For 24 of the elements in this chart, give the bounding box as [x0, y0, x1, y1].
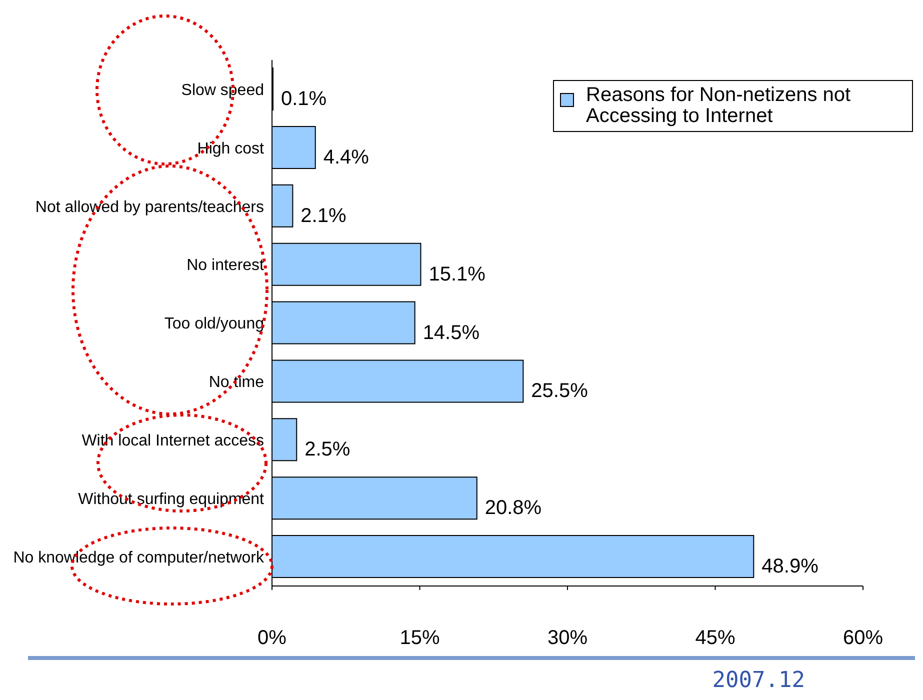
- x-tick-label: 30%: [547, 627, 588, 650]
- legend: Reasons for Non-netizens not Accessing to Internet: [553, 80, 913, 132]
- x-tick-label: 15%: [400, 627, 440, 650]
- data-label: 2.5%: [304, 438, 350, 461]
- data-label: 15.1%: [428, 263, 486, 286]
- data-label: 20.8%: [484, 497, 542, 520]
- y-tick-label: No knowledge of computer/network: [13, 549, 265, 566]
- data-label: 25.5%: [531, 380, 588, 402]
- text: 2007.12: [712, 668, 805, 693]
- y-tick-label: Not allowed by parents/teachers: [35, 198, 264, 216]
- data-label: 0.1%: [280, 88, 327, 110]
- y-tick-label: No time: [208, 374, 264, 392]
- legend-label: Reasons for Non-netizens not Accessing to Internet: [586, 84, 852, 127]
- y-tick-label: Slow speed: [181, 82, 264, 99]
- data-label: 48.9%: [762, 556, 819, 578]
- x-tick-label: 60%: [842, 627, 884, 650]
- x-tick-label: 45%: [695, 627, 736, 650]
- y-tick-label: With local Internet access: [82, 432, 264, 450]
- y-tick-label: No interest: [186, 257, 265, 274]
- data-label: 4.4%: [323, 146, 370, 168]
- data-label: 14.5%: [422, 322, 480, 344]
- data-label: 2.1%: [300, 204, 346, 227]
- x-tick-label: 0%: [258, 627, 287, 650]
- y-tick-label: Too old/young: [164, 316, 264, 333]
